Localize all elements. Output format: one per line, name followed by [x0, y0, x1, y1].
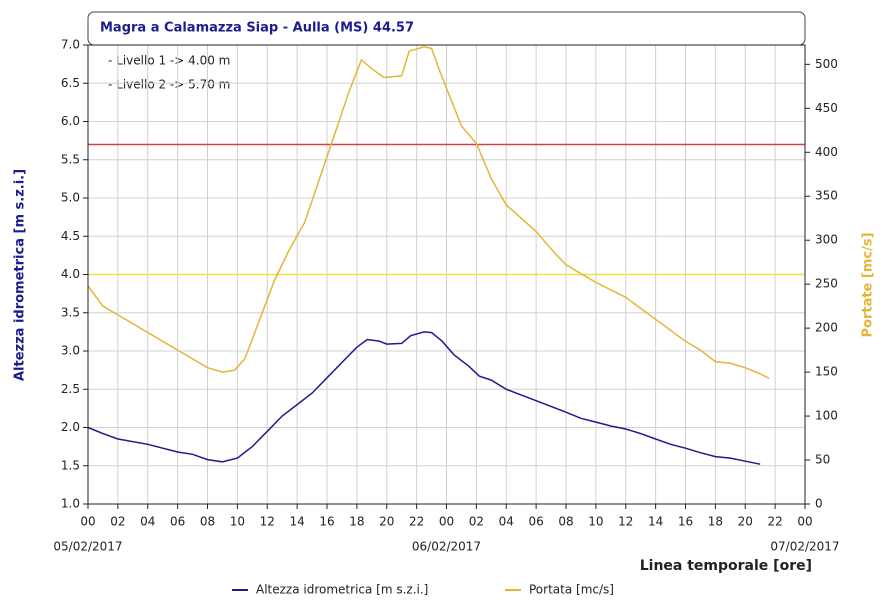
y-tick-label: 3.0 [61, 344, 80, 358]
x-tick-label: 12 [618, 515, 633, 529]
series-line [87, 46, 770, 379]
annotation: - Livello 2 -> 5.70 m [108, 78, 230, 92]
x-tick-label: 20 [738, 515, 753, 529]
y2-tick-label: 250 [815, 277, 838, 291]
legend-label: Altezza idrometrica [m s.z.i.] [256, 583, 428, 597]
chart-title: Magra a Calamazza Siap - Aulla (MS) 44.5… [100, 21, 414, 36]
y-tick-label: 6.0 [61, 114, 80, 128]
y2-tick-label: 0 [815, 497, 823, 511]
y-tick-label: 1.5 [61, 458, 80, 472]
y-tick-label: 2.5 [61, 382, 80, 396]
x-tick-label: 12 [260, 515, 275, 529]
x-tick-label: 04 [499, 515, 514, 529]
y-tick-label: 1.0 [61, 497, 80, 511]
y-tick-label: 6.5 [61, 76, 80, 90]
y-tick-label: 7.0 [61, 38, 80, 52]
y2-tick-label: 200 [815, 321, 838, 335]
y2-tick-label: 350 [815, 189, 838, 203]
x-tick-label: 06 [528, 515, 543, 529]
date-label: 05/02/2017 [53, 540, 122, 554]
annotation: - Livello 1 -> 4.00 m [108, 54, 230, 68]
x-axis-label: Linea temporale [ore] [640, 558, 812, 574]
y2-tick-label: 50 [815, 453, 830, 467]
y-axis-label: Altezza idrometrica [m s.z.i.] [13, 169, 28, 381]
y-tick-label: 4.5 [61, 229, 80, 243]
y-tick-label: 4.0 [61, 267, 80, 281]
x-tick-label: 10 [230, 515, 245, 529]
y-tick-label: 5.0 [61, 191, 80, 205]
x-tick-label: 10 [588, 515, 603, 529]
y-tick-label: 3.5 [61, 305, 80, 319]
date-label: 06/02/2017 [412, 540, 481, 554]
x-tick-label: 14 [648, 515, 663, 529]
y2-tick-label: 500 [815, 57, 838, 71]
x-tick-label: 00 [797, 515, 812, 529]
y2-tick-label: 400 [815, 145, 838, 159]
plot-frame [87, 44, 806, 505]
x-tick-label: 02 [110, 515, 125, 529]
legend-label: Portata [mc/s] [529, 583, 614, 597]
series-line [87, 331, 761, 465]
x-tick-label: 14 [289, 515, 304, 529]
y2-axis-label: Portate [mc/s] [861, 232, 876, 337]
x-tick-label: 16 [678, 515, 693, 529]
y-tick-label: 5.5 [61, 152, 80, 166]
x-tick-label: 00 [80, 515, 95, 529]
x-tick-label: 08 [558, 515, 573, 529]
x-tick-label: 00 [439, 515, 454, 529]
y2-tick-label: 300 [815, 233, 838, 247]
y-tick-label: 2.0 [61, 420, 80, 434]
y2-tick-label: 100 [815, 409, 838, 423]
date-label: 07/02/2017 [770, 540, 839, 554]
x-tick-label: 16 [319, 515, 334, 529]
y2-tick-label: 450 [815, 101, 838, 115]
x-tick-label: 22 [409, 515, 424, 529]
x-tick-label: 02 [469, 515, 484, 529]
x-tick-label: 08 [200, 515, 215, 529]
x-tick-label: 22 [767, 515, 782, 529]
x-tick-label: 18 [349, 515, 364, 529]
x-tick-label: 04 [140, 515, 155, 529]
x-tick-label: 18 [708, 515, 723, 529]
y2-tick-label: 150 [815, 365, 838, 379]
x-tick-label: 20 [379, 515, 394, 529]
x-tick-label: 06 [170, 515, 185, 529]
